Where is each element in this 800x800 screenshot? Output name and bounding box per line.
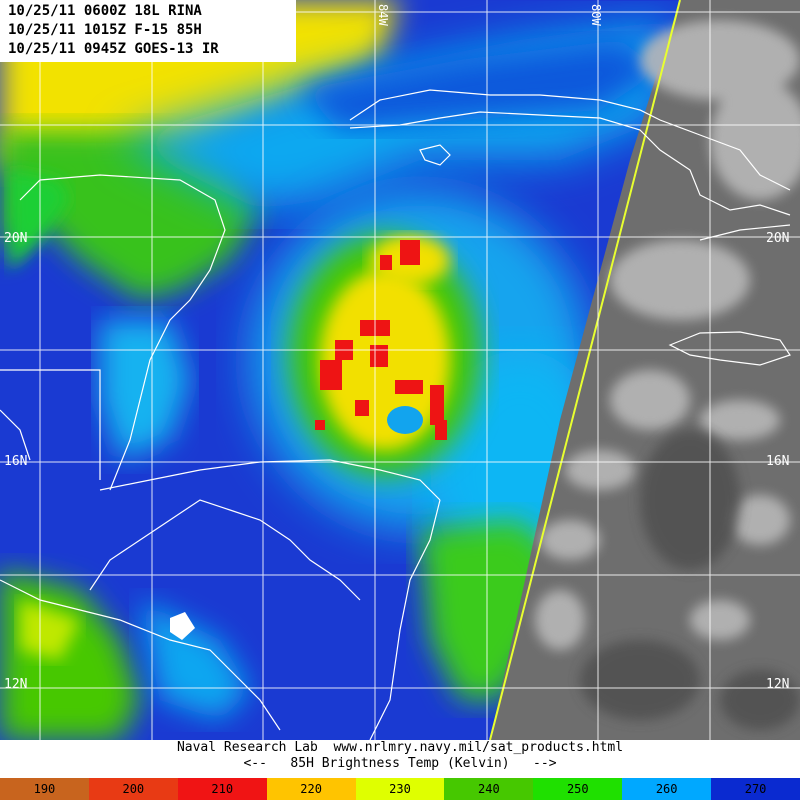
product-header: 10/25/11 0600Z 18L RINA 10/25/11 1015Z F…: [0, 0, 296, 62]
colorbar-tick-label: 200: [122, 782, 145, 796]
lat-label-20n-right: 20N: [766, 231, 790, 246]
lon-label-84w: 84W: [376, 4, 390, 26]
lat-label-16n-right: 16N: [766, 454, 790, 469]
colorbar-tick-label: 260: [655, 782, 678, 796]
lat-label-16n-left: 16N: [4, 454, 28, 469]
ir-region: [489, 0, 800, 740]
footer-credit: Naval Research Lab www.nrlmry.navy.mil/s…: [176, 740, 624, 755]
colorbar-segment: 230: [355, 778, 445, 800]
lat-label-20n-left: 20N: [4, 231, 28, 246]
header-line-ir: 10/25/11 0945Z GOES-13 IR: [8, 41, 219, 57]
colorbar-tick-label: 190: [33, 782, 56, 796]
colorbar-segment: 190: [0, 778, 89, 800]
colorbar-tick-label: 240: [478, 782, 500, 796]
colorbar-tick-label: 270: [744, 782, 767, 796]
lat-label-12n-right: 12N: [766, 677, 790, 692]
brightness-temp-colorbar: 190 200 210 220 230 240 250 260 270: [0, 778, 800, 800]
colorbar-segment: 260: [622, 778, 712, 800]
colorbar-segment: 240: [444, 778, 534, 800]
coastlines: [0, 89, 791, 740]
satellite-map: [0, 0, 800, 740]
colorbar-segment: 250: [533, 778, 623, 800]
colorbar-segment: 210: [177, 778, 267, 800]
colorbar-tick-label: 210: [211, 782, 234, 796]
footer-colorbar-title: <-- 85H Brightness Temp (Kelvin) -->: [243, 756, 557, 771]
header-line-sensor: 10/25/11 1015Z F-15 85H: [8, 22, 202, 38]
colorbar-tick-label: 250: [566, 782, 589, 796]
colorbar-segment: 220: [266, 778, 356, 800]
lon-label-80w: 80W: [589, 4, 603, 26]
colorbar-segment: 200: [88, 778, 178, 800]
product-footer: Naval Research Lab www.nrlmry.navy.mil/s…: [0, 740, 800, 776]
lake-nicaragua: [170, 612, 195, 640]
colorbar-tick-label: 220: [300, 782, 322, 796]
lat-label-12n-left: 12N: [4, 677, 28, 692]
colorbar-tick-label: 230: [389, 782, 411, 796]
header-line-storm: 10/25/11 0600Z 18L RINA: [8, 3, 202, 19]
colorbar-segment: 270: [711, 778, 800, 800]
